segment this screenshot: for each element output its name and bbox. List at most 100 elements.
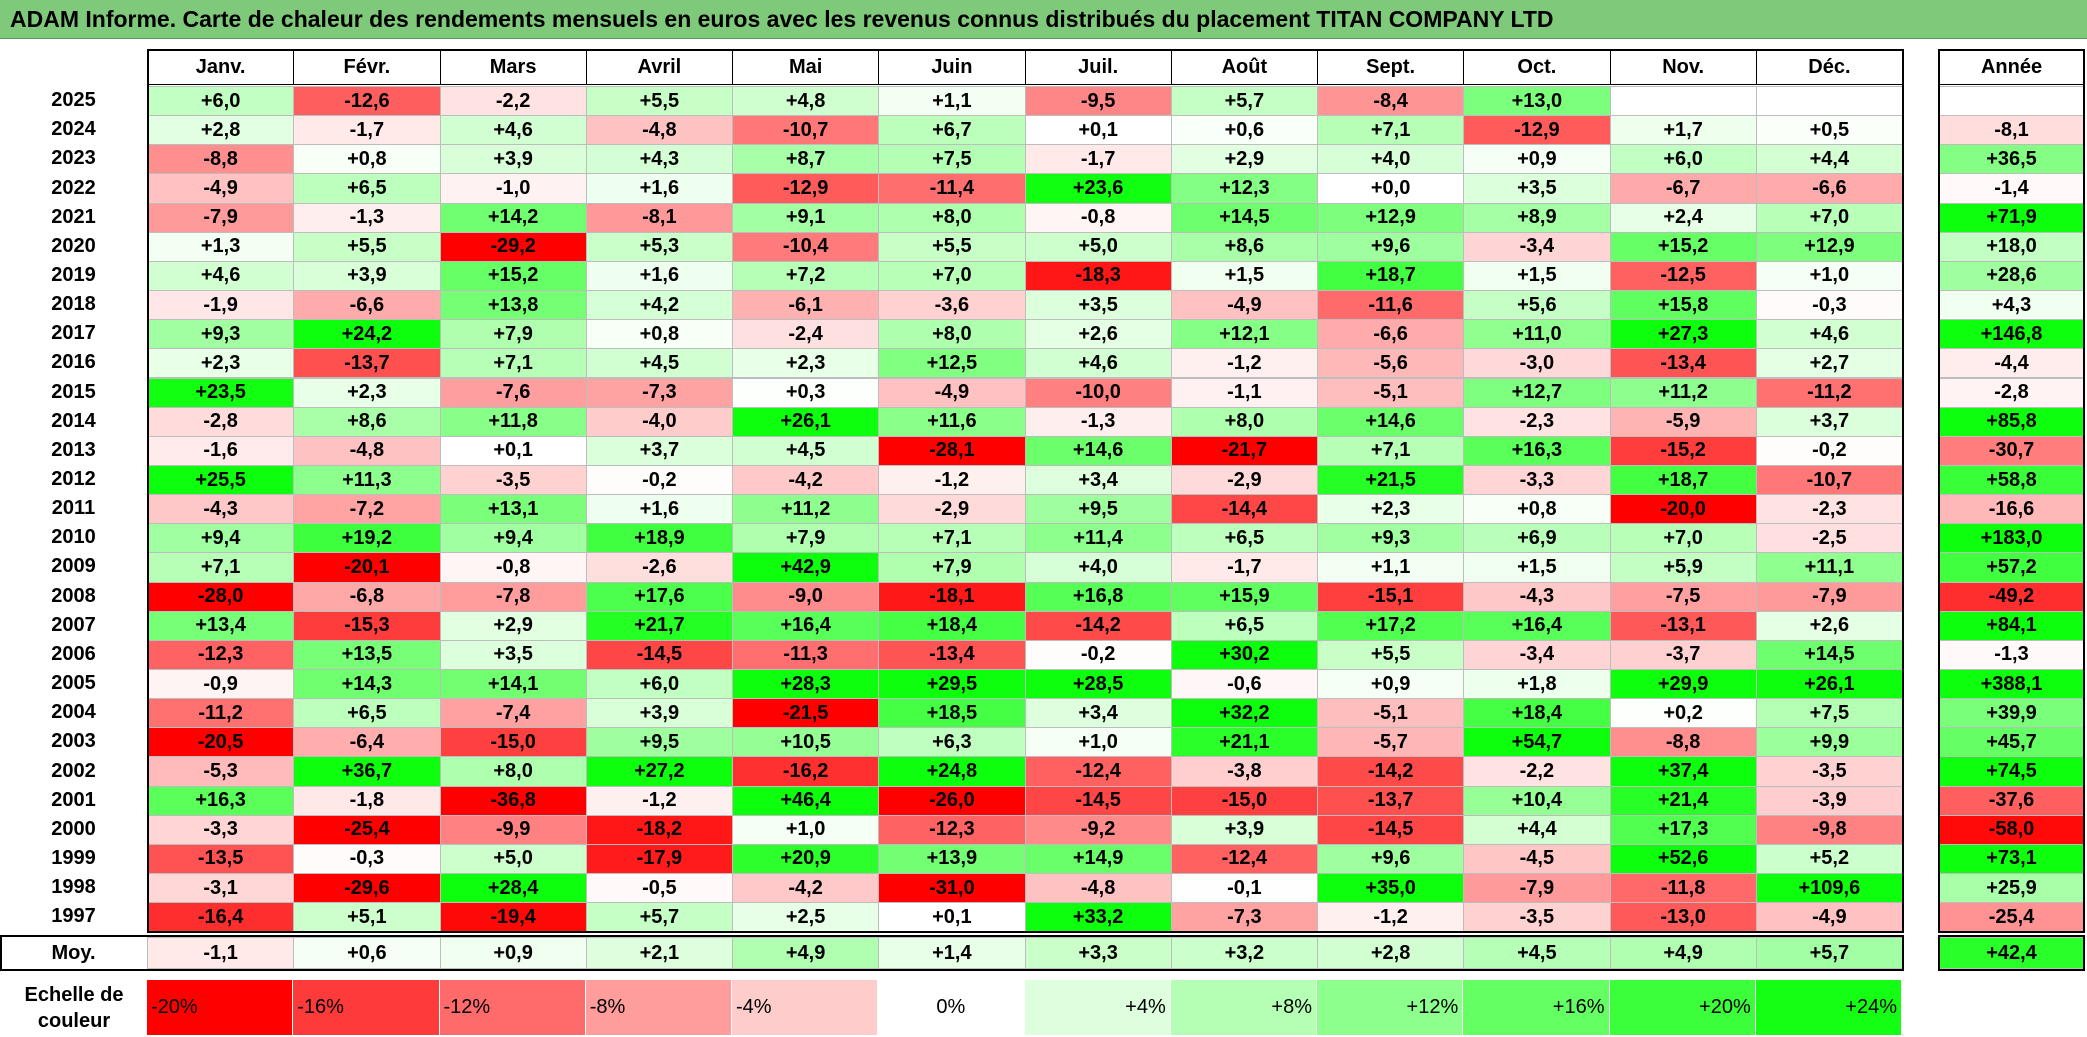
- heatmap-cell: +5,2: [1755, 843, 1903, 875]
- year-total-header: Année: [1938, 49, 2085, 85]
- heatmap-cell: -1,3: [1024, 406, 1172, 437]
- year-label: 2000: [51, 817, 96, 840]
- heatmap-cell: +18,7: [1317, 260, 1465, 292]
- heatmap-cell: +3,4: [1024, 698, 1172, 729]
- annual-cell: +58,8: [1938, 464, 2085, 496]
- heatmap-cell: +3,9: [585, 698, 733, 729]
- annual-cell: -49,2: [1938, 581, 2085, 612]
- heatmap-cell: -3,5: [1463, 902, 1611, 933]
- heatmap-cell: +11,0: [1463, 319, 1611, 350]
- heatmap-cell: -2,3: [1463, 406, 1611, 437]
- annual-cell: -30,7: [1938, 435, 2085, 466]
- heatmap-cell: +5,5: [1317, 639, 1465, 670]
- year-label: 2019: [51, 263, 96, 286]
- heatmap-cell: -7,9: [147, 202, 295, 233]
- heatmap-cell: +14,5: [1170, 202, 1318, 233]
- heatmap-cell: -3,1: [147, 873, 295, 904]
- heatmap-cell: +1,8: [1463, 669, 1611, 700]
- annual-cell: -1,4: [1938, 173, 2085, 204]
- heatmap-cell: -4,2: [732, 873, 880, 904]
- heatmap-cell: -19,4: [439, 902, 587, 933]
- month-header: Août: [1170, 49, 1318, 85]
- heatmap-cell: +26,1: [1755, 669, 1903, 700]
- heatmap-cell: +7,5: [878, 144, 1026, 175]
- heatmap-cell: +2,5: [732, 902, 880, 933]
- average-cell: +2,1: [585, 937, 733, 970]
- heatmap-cell: +33,2: [1024, 902, 1172, 933]
- heatmap-cell: -12,4: [1170, 843, 1318, 875]
- heatmap-cell: -8,4: [1317, 86, 1465, 117]
- annual-cell: +388,1: [1938, 669, 2085, 700]
- heatmap-cell: -4,8: [1024, 873, 1172, 904]
- color-scale-label: Echelle de couleur: [24, 984, 124, 1032]
- heatmap-cell: +0,1: [1024, 115, 1172, 146]
- year-label: 2016: [51, 351, 96, 374]
- heatmap-cell: -7,3: [1170, 902, 1318, 933]
- heatmap-cell: +2,6: [1755, 610, 1903, 641]
- annual-cell: +39,9: [1938, 698, 2085, 729]
- heatmap-cell: -6,1: [732, 290, 880, 321]
- annual-cell: +25,9: [1938, 873, 2085, 904]
- heatmap-cell: +1,1: [878, 86, 1026, 117]
- heatmap-cell: +7,0: [878, 260, 1026, 292]
- heatmap-cell: -0,2: [1755, 435, 1903, 466]
- heatmap-cell: +1,0: [1755, 260, 1903, 292]
- heatmap-cell: +4,2: [585, 290, 733, 321]
- heatmap-cell: +109,6: [1755, 873, 1903, 904]
- heatmap-cell: +14,2: [439, 202, 587, 233]
- heatmap-cell: -13,0: [1609, 902, 1757, 933]
- heatmap-cell: +0,8: [585, 319, 733, 350]
- month-header: Déc.: [1755, 49, 1903, 85]
- heatmap-cell: +5,6: [1463, 290, 1611, 321]
- month-header: Oct.: [1463, 49, 1611, 85]
- heatmap-cell: -12,5: [1609, 260, 1757, 292]
- average-cell: +1,4: [878, 937, 1026, 970]
- heatmap-cell: -21,5: [732, 698, 880, 729]
- heatmap-cell: +12,1: [1170, 319, 1318, 350]
- heatmap-cell: -0,3: [1755, 290, 1903, 321]
- year-label: 1997: [51, 905, 96, 928]
- heatmap-cell: -15,0: [439, 727, 587, 758]
- heatmap-cell: -1,7: [293, 115, 441, 146]
- heatmap-cell: -25,4: [293, 814, 441, 845]
- heatmap-cell: -4,9: [147, 173, 295, 204]
- heatmap-cell: -7,2: [293, 494, 441, 525]
- heatmap-cell: +2,4: [1609, 202, 1757, 233]
- heatmap-cell: -4,8: [293, 435, 441, 466]
- heatmap-cell: +12,9: [1317, 202, 1465, 233]
- chart-title: ADAM Informe. Carte de chaleur des rende…: [10, 6, 1554, 32]
- heatmap-cell: +1,7: [1609, 115, 1757, 146]
- heatmap-cell: +15,9: [1170, 581, 1318, 612]
- month-header: Mai: [732, 49, 880, 85]
- heatmap-cell: +8,6: [293, 406, 441, 437]
- heatmap-cell: +4,6: [439, 115, 587, 146]
- heatmap-cell: +11,3: [293, 464, 441, 496]
- heatmap-cell: +35,0: [1317, 873, 1465, 904]
- average-cell: +0,9: [439, 937, 587, 970]
- average-label: Moy.: [51, 941, 96, 964]
- heatmap-cell: +17,2: [1317, 610, 1465, 641]
- heatmap-cell: +16,8: [1024, 581, 1172, 612]
- heatmap-cell: -14,2: [1317, 756, 1465, 787]
- heatmap-cell: +12,5: [878, 348, 1026, 379]
- heatmap-cell: -9,8: [1755, 814, 1903, 845]
- heatmap-cell: -5,7: [1317, 727, 1465, 758]
- heatmap-cell: +5,0: [439, 843, 587, 875]
- title-bar: ADAM Informe. Carte de chaleur des rende…: [0, 0, 2087, 39]
- heatmap-cell: -3,4: [1463, 231, 1611, 262]
- heatmap-cell: +17,6: [585, 581, 733, 612]
- month-header: Avril: [585, 49, 733, 85]
- color-scale-swatch: -12%: [439, 980, 586, 1035]
- heatmap-cell: -5,1: [1317, 698, 1465, 729]
- heatmap-cell: +1,3: [147, 231, 295, 262]
- heatmap-cell: -0,1: [1170, 873, 1318, 904]
- heatmap-cell: -2,4: [732, 319, 880, 350]
- heatmap-cell: +4,5: [585, 348, 733, 379]
- heatmap-cell: +5,9: [1609, 552, 1757, 583]
- heatmap-cell: -4,9: [1170, 290, 1318, 321]
- heatmap-cell: -0,2: [585, 464, 733, 496]
- year-label: 2020: [51, 234, 96, 257]
- heatmap-cell: -13,1: [1609, 610, 1757, 641]
- heatmap-cell: +4,6: [1024, 348, 1172, 379]
- heatmap-cell: -15,1: [1317, 581, 1465, 612]
